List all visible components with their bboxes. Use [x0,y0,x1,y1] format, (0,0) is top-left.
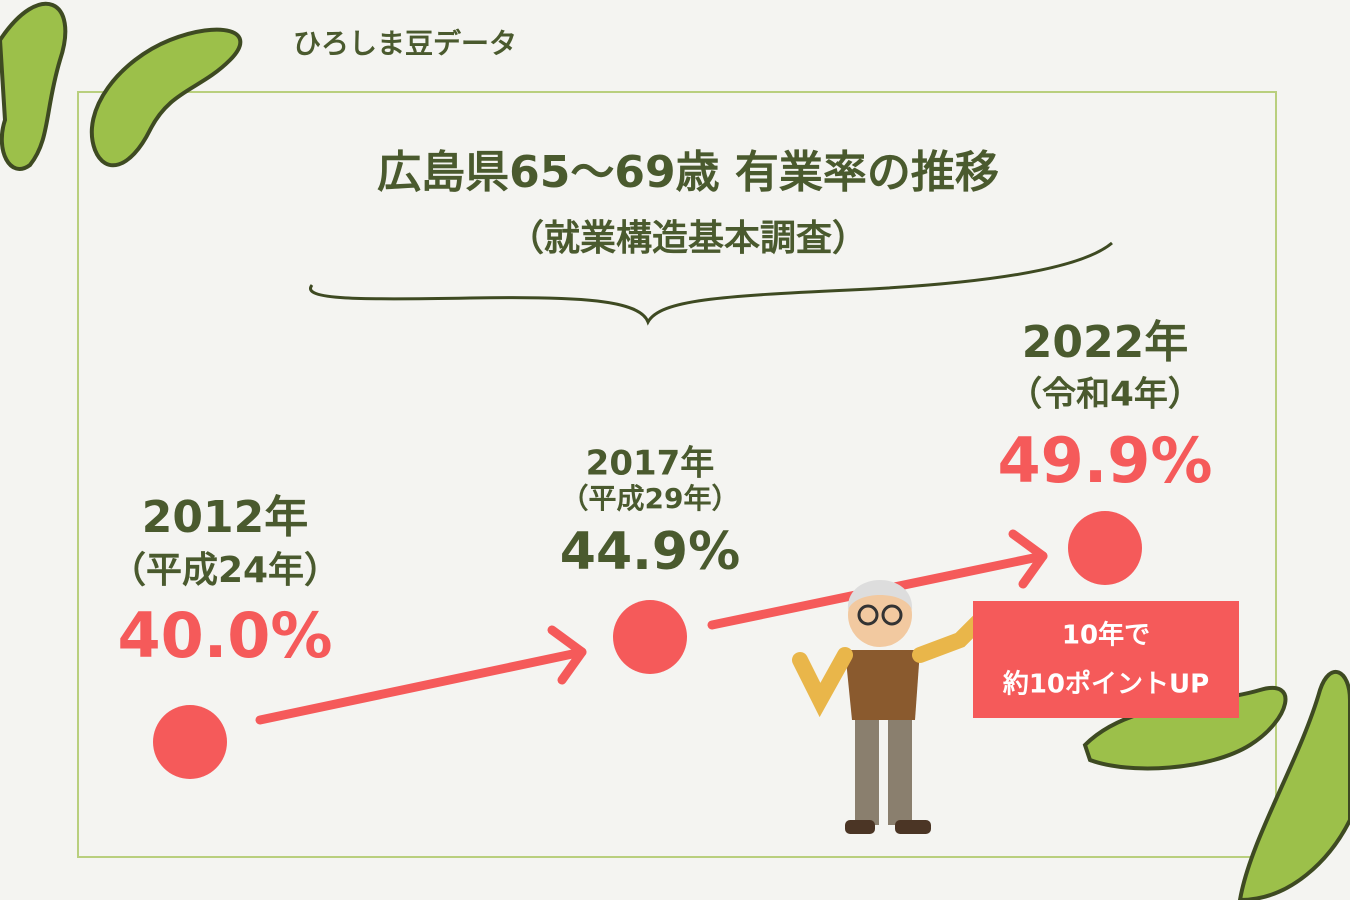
value: 44.9% [560,522,740,582]
character-illustration [792,580,988,834]
year: 2022年 [1022,317,1188,368]
subtitle: （就業構造基本調査） [508,218,868,259]
era: （平成29年） [561,482,740,515]
point-dot [613,600,687,674]
brace [309,241,1113,326]
brand: ひろしま豆データ [293,27,517,60]
callout-box [973,601,1239,718]
callout-text: 約10ポイントUP [1002,669,1209,700]
bean-decoration [0,1,243,171]
title: 広島県65〜69歳 有業率の推移 [377,147,999,198]
year: 2012年 [142,492,308,543]
year: 2017年 [586,444,715,484]
point-dot [1068,511,1142,585]
value: 49.9% [997,424,1212,497]
callout-text: 10年で [1062,620,1150,651]
point-dot [153,705,227,779]
era: （令和4年） [1008,375,1202,415]
value: 40.0% [117,599,332,672]
frame [77,91,1277,858]
era: （平成24年） [110,550,340,591]
